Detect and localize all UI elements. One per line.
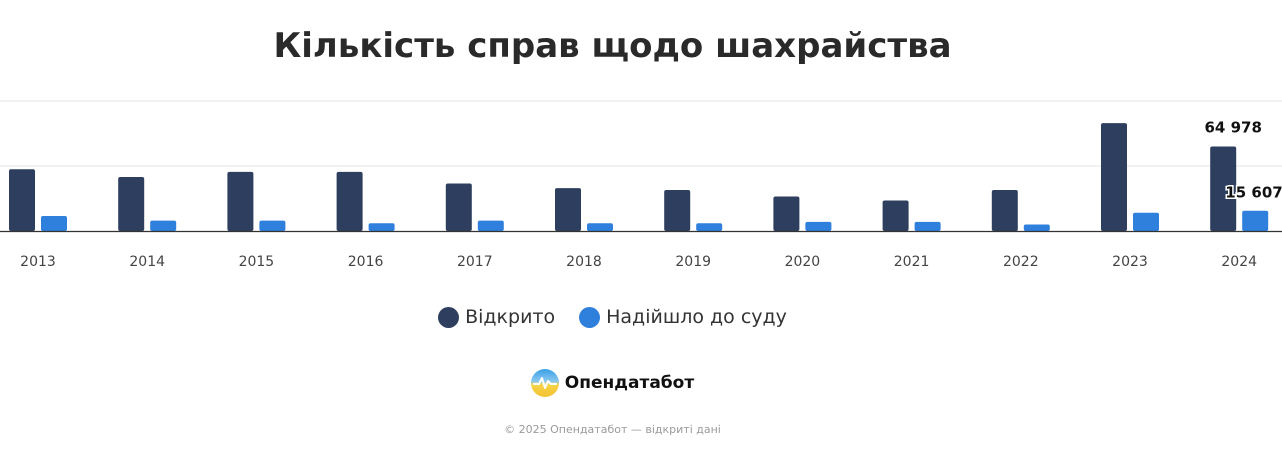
bar-opened-2019[interactable] — [664, 190, 691, 231]
bar-court-2021[interactable] — [914, 221, 941, 231]
x-tick-label: 2018 — [566, 254, 602, 270]
x-tick-label: 2020 — [785, 254, 821, 270]
bar-court-2024[interactable] — [1242, 210, 1269, 231]
x-tick-label: 2019 — [675, 254, 711, 270]
bar-opened-2015[interactable] — [227, 171, 254, 231]
x-tick-label: 2015 — [239, 254, 275, 270]
x-tick-label: 2016 — [348, 254, 384, 270]
chart-title: Кількість справ щодо шахрайства — [273, 26, 952, 66]
bar-court-2022[interactable] — [1023, 224, 1050, 232]
legend-label-court: Надійшло до суду — [606, 306, 787, 328]
bar-opened-2017[interactable] — [445, 183, 472, 231]
legend-label-opened: Відкрито — [465, 306, 556, 328]
bar-court-2014[interactable] — [150, 220, 177, 231]
x-tick-label: 2017 — [457, 254, 493, 270]
x-tick-label: 2023 — [1112, 254, 1148, 270]
legend-item-opened[interactable]: Відкрито — [438, 306, 555, 328]
x-tick-label: 2021 — [894, 254, 930, 270]
bar-opened-2018[interactable] — [555, 188, 581, 231]
x-tick-label: 2014 — [129, 254, 165, 270]
bar-court-2016[interactable] — [368, 223, 395, 231]
bar-opened-2024[interactable] — [1210, 146, 1237, 231]
chart-legend: Відкрито Надійшло до суду — [0, 306, 1225, 328]
x-tick-label: 2024 — [1221, 254, 1257, 270]
brand-name: Опендатабот — [564, 373, 695, 393]
bar-court-2019[interactable] — [696, 223, 723, 231]
bar-court-2017[interactable] — [477, 220, 504, 231]
x-tick-label: 2022 — [1003, 254, 1039, 270]
bar-opened-2023[interactable] — [1101, 123, 1127, 231]
bar-opened-2016[interactable] — [336, 171, 363, 231]
bar-court-2018[interactable] — [587, 223, 613, 231]
legend-marker-opened — [438, 306, 460, 328]
data-label-opened: 64 978 — [1204, 119, 1261, 137]
bar-opened-2014[interactable] — [118, 177, 145, 231]
bar-court-2020[interactable] — [805, 221, 832, 231]
x-tick-label: 2013 — [20, 254, 56, 270]
bar-opened-2021[interactable] — [882, 200, 909, 231]
bar-court-2023[interactable] — [1133, 212, 1159, 231]
bar-opened-2020[interactable] — [773, 196, 800, 231]
legend-marker-court — [579, 306, 601, 328]
bar-chart: 2013 2014 2015 2016 2017 2018 2019 2020 2021 2022… — [0, 100, 1282, 270]
bar-court-2015[interactable] — [259, 220, 286, 231]
footer-copyright: © 2025 Опендатабот — відкриті дані — [504, 423, 721, 436]
bar-court-2013[interactable] — [41, 216, 67, 231]
data-label-court: 15 607 — [1225, 184, 1282, 202]
bar-opened-2022[interactable] — [991, 190, 1018, 231]
bar-opened-2013[interactable] — [9, 169, 35, 231]
brand-logo-block[interactable]: Опендатабот — [0, 369, 1225, 397]
opendatabot-logo-icon — [530, 369, 559, 397]
legend-item-court[interactable]: Надійшло до суду — [579, 306, 787, 328]
